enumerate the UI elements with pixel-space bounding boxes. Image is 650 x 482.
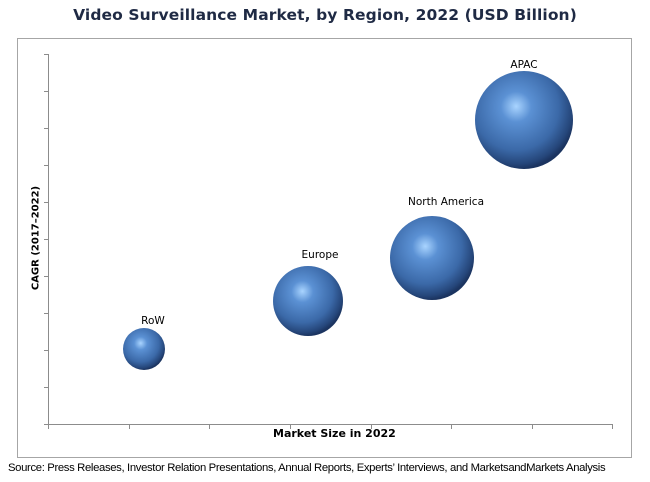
x-axis-label: Market Size in 2022: [273, 427, 396, 440]
bubble-row: [123, 328, 165, 370]
y-axis-label: CAGR (2017–2022): [30, 185, 42, 291]
x-axis: [44, 424, 613, 429]
bubble-europe: [273, 266, 343, 336]
bubble-apac: [475, 71, 573, 169]
bubble-label-row: RoW: [141, 315, 165, 327]
bubble-north-america: [390, 216, 474, 300]
bubble-label-north-america: North America: [407, 196, 485, 208]
source-note: Source: Press Releases, Investor Relatio…: [8, 462, 606, 474]
bubble-label-europe: Europe: [301, 249, 339, 261]
chart-frame: [17, 38, 632, 458]
chart-title: Video Surveillance Market, by Region, 20…: [73, 6, 577, 24]
y-axis: [44, 54, 49, 424]
bubble-label-apac: APAC: [510, 59, 538, 71]
